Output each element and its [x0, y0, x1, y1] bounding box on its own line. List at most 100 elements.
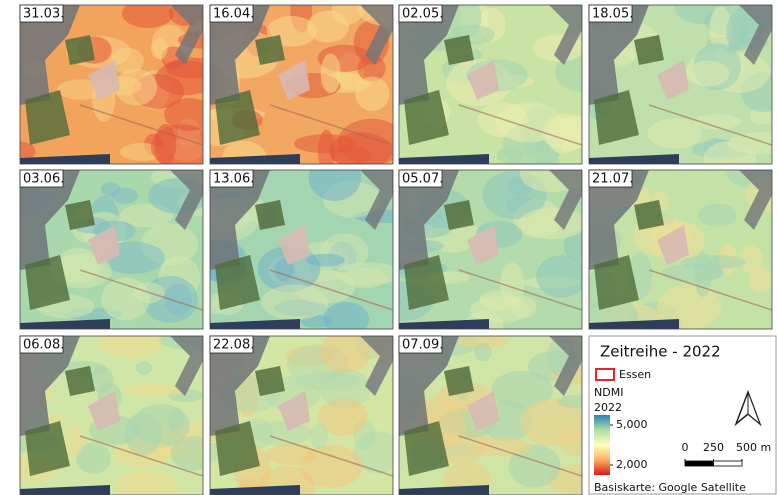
- legend: Zeitreihe - 2022 Essen NDMI 2022 Basiska…: [588, 335, 777, 495]
- date-label-box: [19, 169, 64, 188]
- ndmi-patch: [334, 262, 393, 286]
- urban-area: [549, 170, 582, 230]
- urban-area: [589, 170, 649, 270]
- ndmi-patch: [294, 371, 361, 390]
- water: [20, 319, 110, 329]
- ndmi-patch: [680, 255, 746, 270]
- water: [399, 154, 489, 164]
- forest: [215, 421, 260, 476]
- basemap-credit: Basiskarte: Google Satellite: [594, 481, 746, 494]
- year-label: 2022: [594, 401, 622, 414]
- urban-area: [399, 336, 459, 436]
- date-text: 31.03.: [23, 7, 64, 22]
- ndmi-patch: [98, 336, 162, 359]
- field: [278, 225, 310, 265]
- track: [648, 104, 772, 146]
- track: [269, 269, 393, 311]
- forest: [215, 255, 260, 310]
- ndmi-patch: [318, 398, 368, 436]
- water: [210, 154, 300, 164]
- ndmi-patch: [697, 203, 737, 227]
- date-text: 16.04.: [213, 7, 254, 22]
- scalebar-segment: [713, 460, 743, 467]
- date-label: 02.05.: [398, 4, 443, 23]
- map-panel: [589, 170, 772, 329]
- ndmi-patch: [252, 420, 313, 446]
- date-label-box: [209, 169, 254, 188]
- urban-area: [739, 170, 772, 230]
- ndmi-patch: [110, 47, 144, 74]
- ndmi-patch: [748, 266, 772, 293]
- urban-area: [20, 336, 80, 436]
- panel-frame: [398, 169, 583, 330]
- ndmi-patch: [308, 170, 362, 201]
- north-arrow-half: [747, 391, 762, 426]
- track: [458, 269, 582, 311]
- date-label: 05.07.: [398, 169, 443, 188]
- ndmi-patch: [331, 5, 364, 25]
- track: [79, 435, 203, 477]
- map-panel: [399, 336, 582, 495]
- track: [269, 435, 393, 477]
- scalebar-segment: [684, 460, 714, 467]
- ndmi-patch: [709, 6, 732, 53]
- track: [269, 104, 393, 146]
- field: [278, 391, 310, 431]
- colorbar: [594, 415, 610, 475]
- urban-area: [20, 5, 80, 105]
- date-text: 07.09.: [402, 338, 443, 353]
- panel-frame: [209, 335, 394, 495]
- index-label: NDMI: [594, 386, 623, 399]
- ndmi-patch: [508, 444, 561, 488]
- urban-area: [210, 5, 270, 105]
- forest: [25, 421, 70, 476]
- ndmi-patch: [536, 255, 582, 298]
- forest: [404, 421, 449, 476]
- urban-area: [360, 336, 393, 396]
- water: [210, 319, 300, 329]
- colorbar-tick-label: 2,000: [616, 458, 648, 471]
- date-text: 21.07.: [592, 172, 633, 187]
- date-text: 13.06.: [213, 172, 254, 187]
- ndmi-patch: [738, 245, 764, 273]
- ndmi-patch: [135, 361, 152, 375]
- forest: [25, 90, 70, 145]
- date-text: 02.05.: [402, 7, 443, 22]
- boundary-label: Essen: [619, 368, 651, 381]
- ndmi-patch: [111, 187, 138, 204]
- ndmi-patch: [63, 425, 84, 458]
- ndmi-patch: [151, 38, 168, 60]
- forest: [444, 366, 474, 396]
- forest: [255, 35, 285, 65]
- track: [79, 104, 203, 146]
- water: [20, 485, 110, 495]
- ndmi-patch: [20, 141, 36, 162]
- panel-frame: [19, 335, 204, 495]
- scalebar-label: 250: [703, 441, 724, 454]
- map-panel: [399, 5, 582, 164]
- urban-area: [399, 5, 459, 105]
- ndmi-patch: [557, 426, 582, 457]
- ndmi-patch: [261, 284, 329, 321]
- track: [458, 435, 582, 477]
- colorbar-tick-label: 5,000: [616, 418, 648, 431]
- urban-area: [170, 170, 203, 230]
- field: [278, 60, 310, 100]
- field: [657, 225, 689, 265]
- field: [88, 60, 120, 100]
- track: [648, 269, 772, 311]
- urban-area: [360, 5, 393, 65]
- field: [467, 60, 499, 100]
- panel-frame: [209, 4, 394, 165]
- ndmi-patch: [122, 383, 184, 397]
- legend-box: [588, 335, 777, 495]
- panel-frame: [209, 169, 394, 330]
- water: [399, 485, 489, 495]
- date-label: 03.06.: [19, 169, 64, 188]
- forest: [25, 255, 70, 310]
- ndmi-patch: [469, 296, 530, 324]
- field: [467, 225, 499, 265]
- boundary-swatch: [595, 368, 615, 381]
- map-panel: [210, 170, 393, 329]
